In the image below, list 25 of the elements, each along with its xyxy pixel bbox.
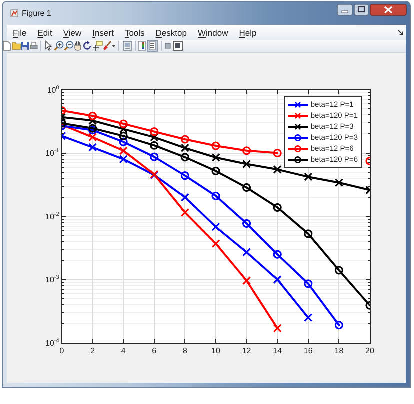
y-tick-label: 10$^{-4}$ [46, 338, 60, 348]
y-tick-label: 10$^{-2}$ [46, 212, 60, 222]
text: Help [239, 28, 257, 38]
text: Desktop [156, 28, 187, 38]
y-tick-label: 10$^{0}$ [47, 85, 60, 95]
x-tick-label: 0 [60, 346, 65, 356]
x-tick-label: 6 [152, 346, 158, 356]
text: Edit [38, 28, 52, 38]
x-tick-label: 10 [212, 346, 221, 356]
x-tick-label: 12 [242, 346, 252, 356]
text: Insert [92, 28, 114, 38]
text: Window [198, 28, 228, 38]
x-tick-label: 16 [304, 346, 314, 356]
text: Tools [124, 28, 145, 38]
x-tick-label: 2 [90, 346, 96, 356]
text: File [13, 28, 27, 38]
x-tick-label: 20 [366, 346, 375, 356]
text: View [63, 28, 82, 38]
x-tick-label: 18 [334, 346, 344, 356]
caption: Figure 1 [22, 9, 52, 18]
x-tick-label: 14 [273, 346, 283, 356]
x-tick-label: 8 [182, 346, 188, 356]
y-tick-label: 10$^{-1}$ [46, 148, 60, 158]
y-tick-label: 10$^{-3}$ [46, 275, 60, 285]
x-tick-label: 4 [121, 346, 126, 356]
